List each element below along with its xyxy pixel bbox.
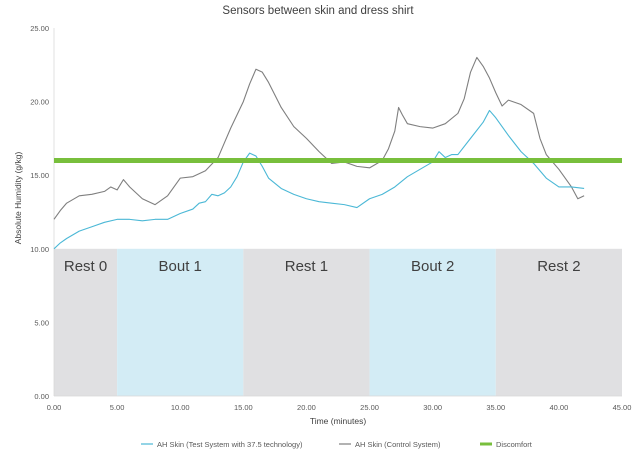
x-tick-label: 35.00 (486, 403, 505, 412)
x-tick-label: 40.00 (549, 403, 568, 412)
legend: AH Skin (Test System with 37.5 technolog… (141, 440, 533, 449)
x-axis-label: Time (minutes) (310, 416, 367, 426)
x-tick-label: 15.00 (234, 403, 253, 412)
x-tick-label: 10.00 (171, 403, 190, 412)
series-layer (53, 56, 622, 250)
tick-label-layer: 0.00 5.00 10.00 15.00 20.00 25.00 30.00 35.00 40… (30, 24, 631, 412)
x-tick-label: 30.00 (423, 403, 442, 412)
x-tick-label: 25.00 (360, 403, 379, 412)
phase-band-rest-1 (243, 248, 370, 396)
y-axis-label: Absolute Humidity (g/kg) (13, 152, 23, 245)
x-tick-label: 45.00 (613, 403, 632, 412)
x-tick-label: 0.00 (47, 403, 62, 412)
y-tick-label: 20.00 (30, 98, 49, 107)
phase-label-rest-0: Rest 0 (64, 258, 107, 275)
x-tick-label: 20.00 (297, 403, 316, 412)
phase-band-rest-2 (495, 248, 622, 396)
x-tick-label: 5.00 (110, 403, 125, 412)
y-tick-label: 25.00 (30, 24, 49, 33)
y-tick-label: 5.00 (34, 318, 49, 327)
phase-band-layer: Rest 0 Bout 1 Rest 1 Bout 2 Rest 2 (54, 248, 622, 396)
y-tick-label: 15.00 (30, 171, 49, 180)
y-tick-label: 0.00 (34, 392, 49, 401)
legend-label: AH Skin (Test System with 37.5 technolog… (157, 440, 303, 449)
phase-band-bout-2 (369, 248, 496, 396)
legend-label: AH Skin (Control System) (355, 440, 441, 449)
series-line-ah-skin-test-system-with-37-5-technology (53, 109, 585, 250)
chart-title: Sensors between skin and dress shirt (222, 5, 414, 17)
phase-label-bout-2: Bout 2 (411, 258, 454, 275)
series-line-ah-skin-control-system (53, 56, 585, 220)
phase-band-rest-0 (54, 248, 118, 396)
phase-band-bout-1 (117, 248, 244, 396)
legend-label: Discomfort (496, 440, 533, 449)
axis-layer (53, 28, 622, 397)
y-tick-label: 10.00 (30, 245, 49, 254)
phase-label-rest-1: Rest 1 (285, 258, 328, 275)
phase-label-rest-2: Rest 2 (537, 258, 580, 275)
phase-label-bout-1: Bout 1 (159, 258, 202, 275)
